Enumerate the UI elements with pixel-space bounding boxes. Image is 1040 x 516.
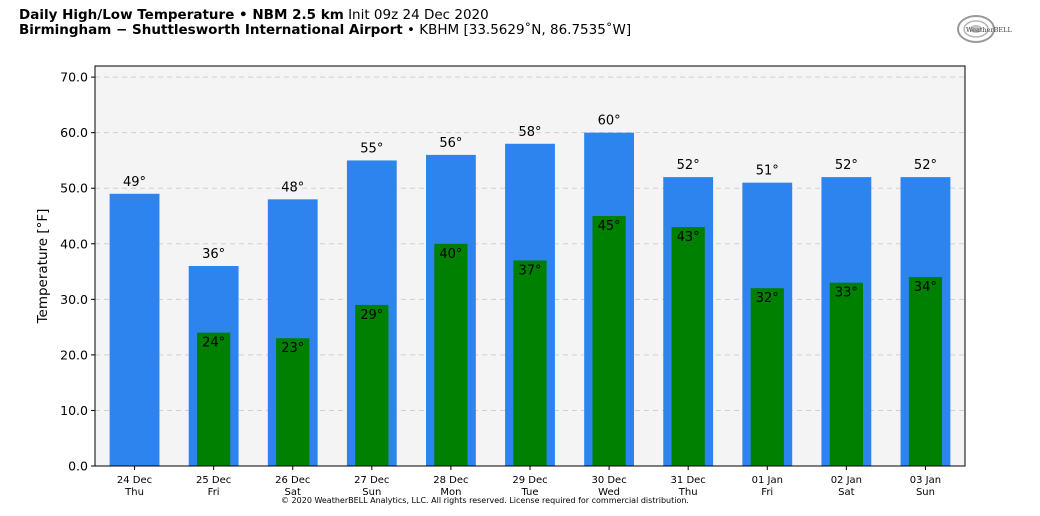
low-bar [671, 227, 705, 466]
low-bar [513, 260, 547, 466]
low-bar [908, 277, 943, 466]
x-tick-weekday: Sat [838, 487, 854, 498]
high-value-label: 55° [360, 141, 383, 156]
x-tick-date: 29 Dec [512, 475, 547, 486]
low-value-label: 34° [914, 280, 937, 295]
bar-labels: 49° 36° 24° 48° 23° 55° 29° 56° 40° 58° 37° 60° 45° 5… [123, 114, 937, 357]
low-value-label: 24° [202, 336, 225, 351]
x-tick-weekday: Fri [761, 487, 773, 498]
low-value-label: 40° [439, 247, 462, 262]
x-tick-weekday: Sun [916, 487, 935, 498]
high-value-label: 52° [677, 158, 700, 173]
low-value-label: 43° [677, 230, 700, 245]
y-tick-label: 0.0 [68, 459, 88, 474]
low-value-label: 33° [835, 286, 858, 301]
x-tick-date: 30 Dec [591, 475, 626, 486]
high-bar [109, 193, 160, 466]
init-time: Init 09z 24 Dec 2020 [348, 7, 489, 23]
low-value-label: 29° [360, 308, 383, 323]
y-axis: 0.0 10.0 20.0 30.0 40.0 50.0 60.0 70.0 [60, 70, 95, 474]
y-tick-label: 30.0 [60, 292, 88, 307]
y-tick-label: 50.0 [60, 181, 88, 196]
high-value-label: 52° [835, 158, 858, 173]
x-tick-weekday: Wed [598, 487, 620, 498]
low-value-label: 23° [281, 341, 304, 356]
x-tick-date: 01 Jan [752, 475, 783, 486]
header-line-1: Daily High/Low Temperature • NBM 2.5 km … [19, 8, 631, 23]
low-bar [276, 338, 310, 466]
high-value-label: 56° [439, 136, 462, 151]
low-bar [592, 216, 626, 466]
x-tick-date: 25 Dec [196, 475, 231, 486]
station-coords: • KBHM [33.5629˚N, 86.7535˚W] [407, 22, 632, 38]
header-line-2: Birmingham − Shuttlesworth International… [19, 23, 631, 38]
high-value-label: 49° [123, 175, 146, 190]
station-name: Birmingham − Shuttlesworth International… [19, 22, 403, 38]
high-value-label: 60° [598, 114, 621, 129]
low-bar [829, 282, 863, 466]
copyright-notice: © 2020 WeatherBELL Analytics, LLC. All r… [281, 496, 689, 505]
x-tick-date: 26 Dec [275, 475, 310, 486]
x-tick-date: 28 Dec [433, 475, 468, 486]
x-tick-date: 24 Dec [117, 475, 152, 486]
high-value-label: 58° [518, 125, 541, 140]
x-tick-weekday: Tue [520, 487, 538, 498]
low-bar [355, 304, 389, 466]
low-bar [197, 332, 231, 466]
low-bar [750, 288, 784, 466]
weatherbell-logo: WeatherBELL [957, 15, 1012, 43]
x-tick-date: 03 Jan [910, 475, 941, 486]
high-value-label: 52° [914, 158, 937, 173]
x-tick-weekday: Mon [440, 487, 461, 498]
y-tick-label: 40.0 [60, 236, 88, 251]
x-tick-date: 31 Dec [671, 475, 706, 486]
low-value-label: 45° [598, 219, 621, 234]
y-axis-label: Temperature [°F] [35, 209, 51, 325]
high-value-label: 51° [756, 164, 779, 179]
high-value-label: 48° [281, 180, 304, 195]
x-tick-date: 02 Jan [831, 475, 862, 486]
low-value-label: 37° [518, 263, 541, 278]
y-tick-label: 10.0 [60, 403, 88, 418]
y-tick-label: 20.0 [60, 347, 88, 362]
x-tick-weekday: Sat [285, 487, 301, 498]
header-title: Daily High/Low Temperature • NBM 2.5 km [19, 7, 344, 23]
logo-text: WeatherBELL [966, 26, 1012, 34]
high-value-label: 36° [202, 247, 225, 262]
x-tick-weekday: Thu [124, 487, 144, 498]
x-tick-date: 27 Dec [354, 475, 389, 486]
y-tick-label: 70.0 [60, 70, 88, 85]
low-bar [434, 243, 468, 466]
low-value-label: 32° [756, 291, 779, 306]
chart-header: Daily High/Low Temperature • NBM 2.5 km … [19, 8, 631, 38]
x-tick-weekday: Thu [678, 487, 698, 498]
y-tick-label: 60.0 [60, 125, 88, 140]
x-tick-weekday: Sun [362, 487, 381, 498]
x-tick-weekday: Fri [208, 487, 220, 498]
bars [109, 132, 951, 467]
